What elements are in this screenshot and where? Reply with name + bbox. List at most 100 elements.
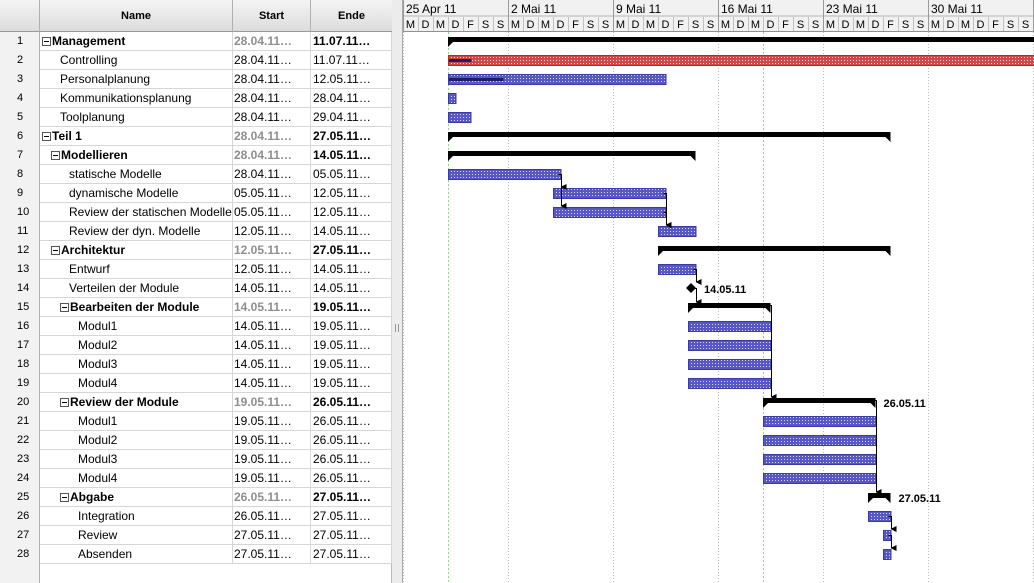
task-start-cell[interactable]: 05.05.11… (233, 203, 311, 222)
task-end-cell[interactable]: 26.05.11… (311, 431, 392, 450)
table-row[interactable]: 12 Architektur 12.05.11… 27.05.11… (0, 241, 392, 260)
task-end-cell[interactable]: 12.05.11… (311, 70, 392, 89)
task-end-cell[interactable]: 27.05.11… (311, 545, 392, 564)
task-end-cell[interactable]: 11.07.11… (311, 51, 392, 70)
table-row[interactable]: 23 Modul3 19.05.11… 26.05.11… (0, 450, 392, 469)
task-name-cell[interactable]: Integration (40, 507, 233, 526)
task-start-cell[interactable]: 28.04.11… (233, 108, 311, 127)
task-start-cell[interactable]: 19.05.11… (233, 450, 311, 469)
task-name-cell[interactable]: Review der statischen Modelle (40, 203, 233, 222)
task-name-cell[interactable]: Review (40, 526, 233, 545)
task-name-cell[interactable]: Modul2 (40, 431, 233, 450)
table-row[interactable]: 22 Modul2 19.05.11… 26.05.11… (0, 431, 392, 450)
name-column-header[interactable]: Name (40, 0, 233, 32)
task-start-cell[interactable]: 12.05.11… (233, 241, 311, 260)
task-bar[interactable] (688, 321, 772, 332)
task-name-cell[interactable]: Management (40, 32, 233, 51)
task-start-cell[interactable]: 27.05.11… (233, 526, 311, 545)
task-end-cell[interactable]: 14.05.11… (311, 222, 392, 241)
task-start-cell[interactable]: 28.04.11… (233, 89, 311, 108)
task-start-cell[interactable]: 19.05.11… (233, 412, 311, 431)
table-row[interactable]: 28 Absenden 27.05.11… 27.05.11… (0, 545, 392, 564)
task-name-cell[interactable]: Toolplanung (40, 108, 233, 127)
table-row[interactable]: 11 Review der dyn. Modelle 12.05.11… 14.05.… (0, 222, 392, 241)
task-start-cell[interactable]: 14.05.11… (233, 279, 311, 298)
table-row[interactable]: 8 statische Modelle 28.04.11… 05.05.11… (0, 165, 392, 184)
row-number-header[interactable] (0, 0, 40, 32)
task-end-cell[interactable]: 26.05.11… (311, 393, 392, 412)
table-row[interactable]: 5 Toolplanung 28.04.11… 29.04.11… (0, 108, 392, 127)
task-name-cell[interactable]: Bearbeiten der Module (40, 298, 233, 317)
task-end-cell[interactable]: 26.05.11… (311, 450, 392, 469)
task-start-cell[interactable]: 19.05.11… (233, 469, 311, 488)
table-row[interactable]: 1 Management 28.04.11… 11.07.11… (0, 32, 392, 51)
task-end-cell[interactable]: 27.05.11… (311, 526, 392, 545)
task-bar[interactable] (763, 454, 877, 465)
summary-bar[interactable] (448, 37, 1034, 42)
collapse-toggle-icon[interactable] (51, 246, 60, 255)
task-start-cell[interactable]: 26.05.11… (233, 488, 311, 507)
task-bar[interactable] (553, 207, 667, 218)
task-start-cell[interactable]: 14.05.11… (233, 317, 311, 336)
table-row[interactable]: 15 Bearbeiten der Module 14.05.11… 19.05.11… (0, 298, 392, 317)
start-column-header[interactable]: Start (233, 0, 311, 32)
task-end-cell[interactable]: 29.04.11… (311, 108, 392, 127)
task-end-cell[interactable]: 28.04.11… (311, 89, 392, 108)
table-row[interactable]: 18 Modul3 14.05.11… 19.05.11… (0, 355, 392, 374)
summary-bar[interactable] (868, 493, 891, 498)
task-start-cell[interactable]: 26.05.11… (233, 507, 311, 526)
summary-bar[interactable] (763, 398, 876, 403)
pane-splitter[interactable] (392, 0, 403, 583)
table-row[interactable]: 24 Modul4 19.05.11… 26.05.11… (0, 469, 392, 488)
table-row[interactable]: 4 Kommunikationsplanung 28.04.11… 28.04.11… (0, 89, 392, 108)
task-name-cell[interactable]: statische Modelle (40, 165, 233, 184)
milestone-diamond[interactable] (686, 283, 696, 293)
task-end-cell[interactable]: 19.05.11… (311, 317, 392, 336)
task-start-cell[interactable]: 28.04.11… (233, 51, 311, 70)
task-start-cell[interactable]: 14.05.11… (233, 336, 311, 355)
task-bar[interactable] (763, 416, 877, 427)
task-name-cell[interactable]: Modul4 (40, 469, 233, 488)
task-name-cell[interactable]: Entwurf (40, 260, 233, 279)
task-bar[interactable] (658, 226, 697, 237)
task-start-cell[interactable]: 14.05.11… (233, 355, 311, 374)
summary-bar[interactable] (448, 151, 696, 156)
task-end-cell[interactable]: 19.05.11… (311, 336, 392, 355)
task-bar[interactable] (448, 74, 667, 85)
task-name-cell[interactable]: dynamische Modelle (40, 184, 233, 203)
task-bar[interactable] (763, 473, 877, 484)
table-row[interactable]: 3 Personalplanung 28.04.11… 12.05.11… (0, 70, 392, 89)
task-name-cell[interactable]: Modul1 (40, 412, 233, 431)
table-row[interactable]: 19 Modul4 14.05.11… 19.05.11… (0, 374, 392, 393)
collapse-toggle-icon[interactable] (60, 303, 69, 312)
task-start-cell[interactable]: 12.05.11… (233, 260, 311, 279)
gantt-chart[interactable]: 25 Apr 11 M D M D F S S 2 Mai 11 M D M D F S S 9 Mai 11 M… (403, 0, 1034, 583)
task-end-cell[interactable]: 19.05.11… (311, 355, 392, 374)
summary-bar[interactable] (448, 132, 891, 137)
task-bar[interactable] (763, 435, 877, 446)
task-name-cell[interactable]: Modul2 (40, 336, 233, 355)
overdue-task-bar[interactable] (448, 55, 1034, 66)
task-end-cell[interactable]: 19.05.11… (311, 298, 392, 317)
collapse-toggle-icon[interactable] (42, 37, 51, 46)
task-end-cell[interactable]: 27.05.11… (311, 488, 392, 507)
task-name-cell[interactable]: Verteilen der Module (40, 279, 233, 298)
task-bar[interactable] (448, 112, 472, 123)
task-name-cell[interactable]: Review der dyn. Modelle (40, 222, 233, 241)
task-bar[interactable] (688, 359, 772, 370)
task-bar[interactable] (883, 549, 892, 560)
task-end-cell[interactable]: 27.05.11… (311, 507, 392, 526)
task-end-cell[interactable]: 26.05.11… (311, 469, 392, 488)
task-bar[interactable] (448, 93, 457, 104)
gantt-canvas[interactable]: 25 Apr 11M D M D F S S2 Mai 11M D M D F S S9 Mai 11M… (403, 0, 1034, 583)
task-name-cell[interactable]: Modellieren (40, 146, 233, 165)
task-name-cell[interactable]: Review der Module (40, 393, 233, 412)
task-name-cell[interactable]: Teil 1 (40, 127, 233, 146)
table-row[interactable]: 20 Review der Module 19.05.11… 26.05.11… (0, 393, 392, 412)
collapse-toggle-icon[interactable] (60, 398, 69, 407)
task-end-cell[interactable]: 05.05.11… (311, 165, 392, 184)
task-bar[interactable] (868, 511, 892, 522)
task-end-cell[interactable]: 12.05.11… (311, 203, 392, 222)
task-end-cell[interactable]: 14.05.11… (311, 279, 392, 298)
task-name-cell[interactable]: Absenden (40, 545, 233, 564)
